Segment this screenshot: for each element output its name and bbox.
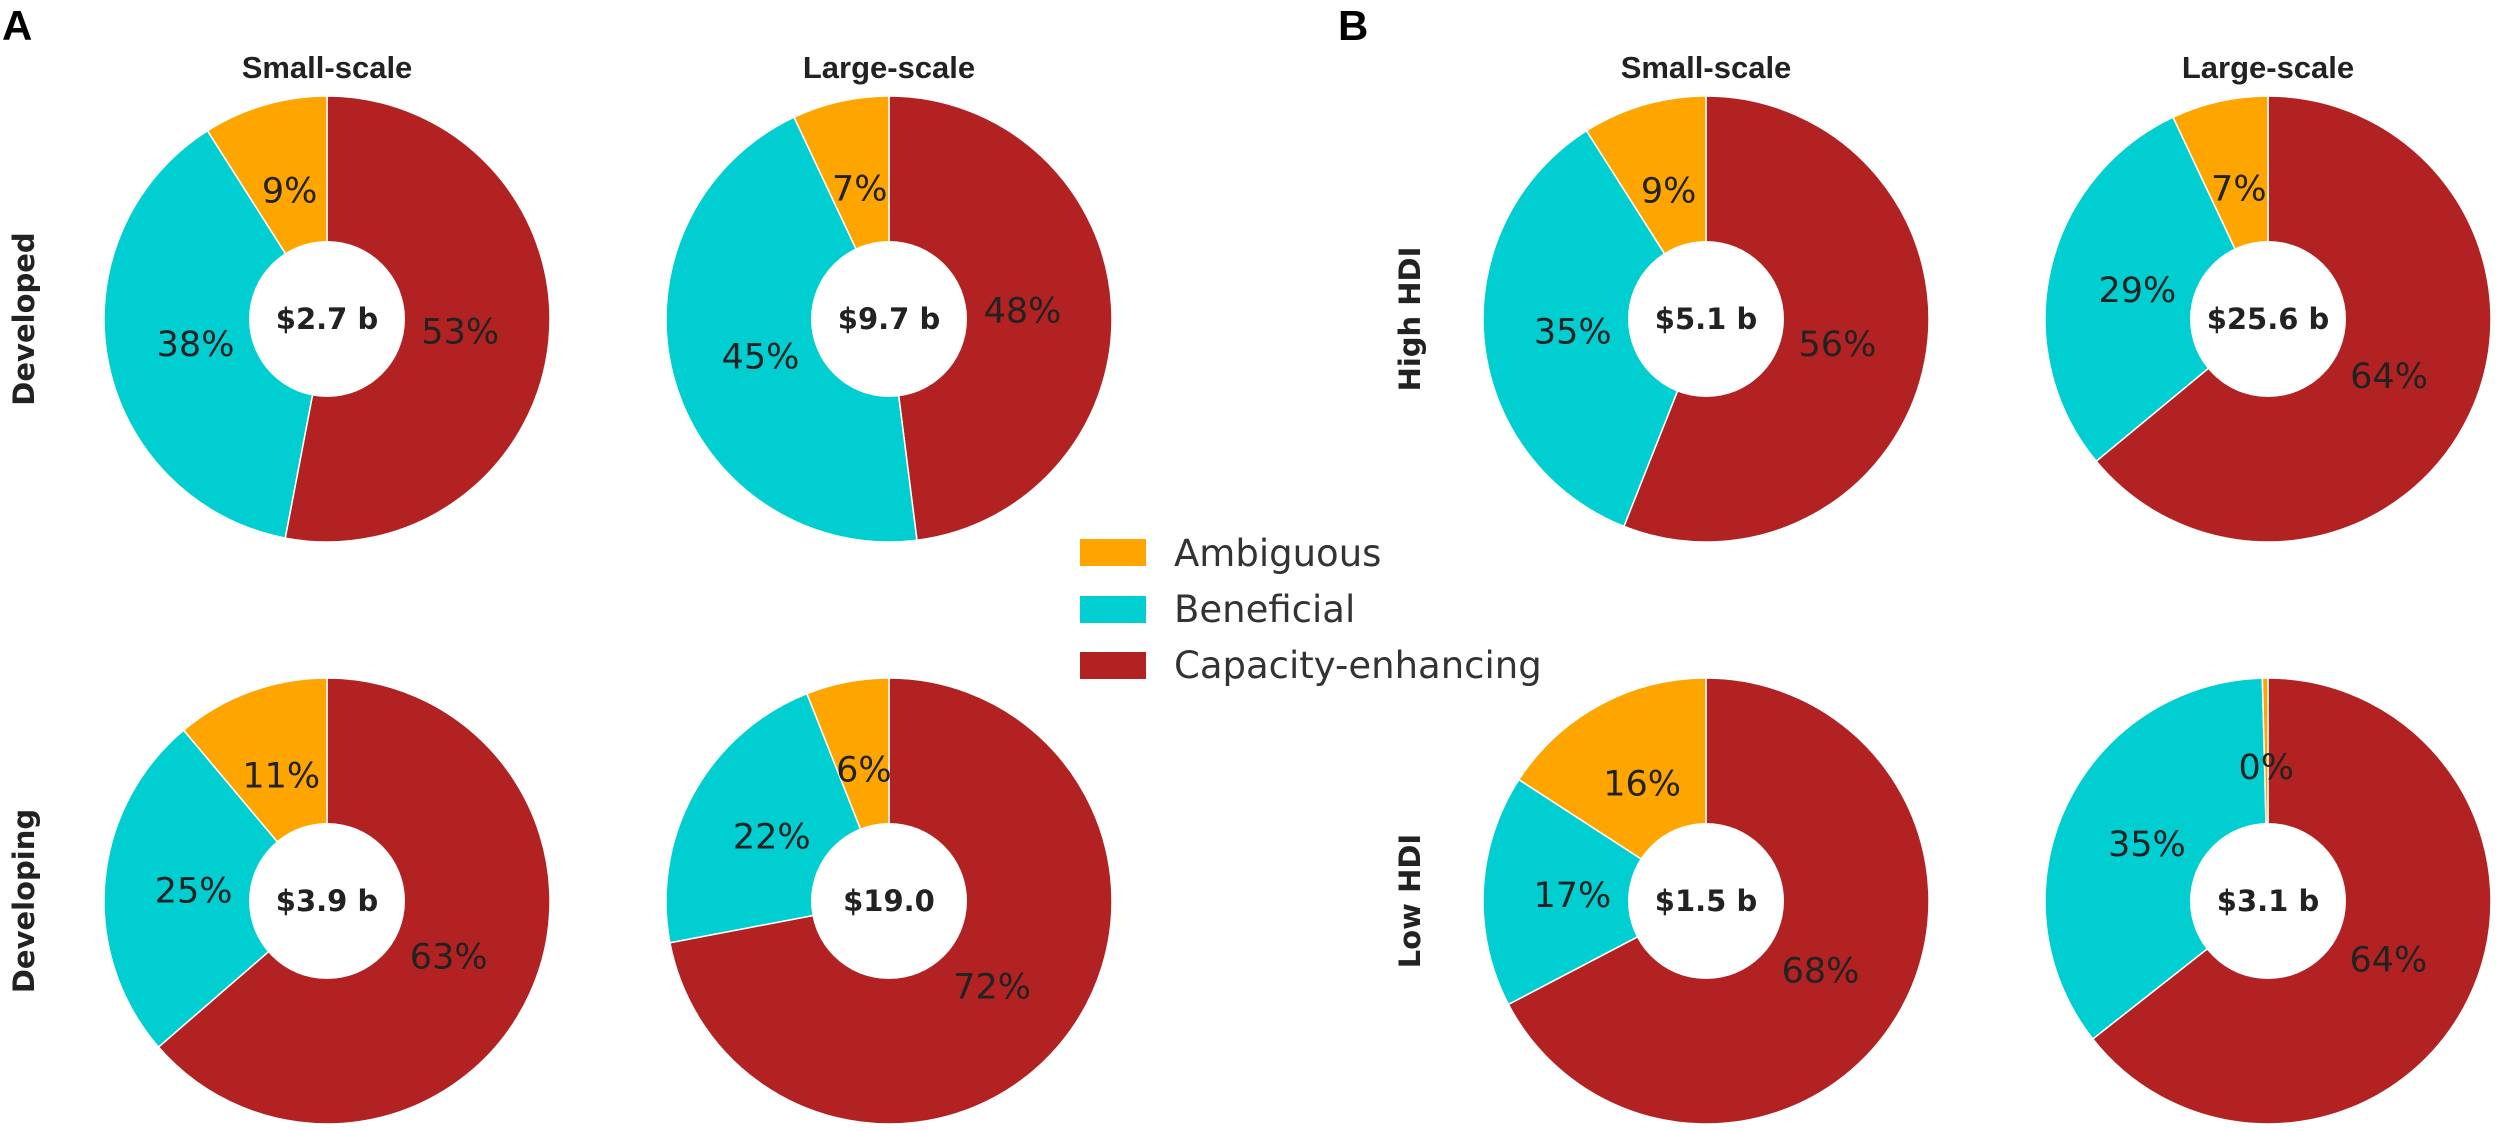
pct-label-ambiguous: 7%: [832, 169, 888, 209]
donut-hole: [811, 823, 967, 979]
column-title: Large-scale: [803, 50, 975, 85]
pct-label-ambiguous: 16%: [1603, 764, 1681, 804]
pie-developing-small-scale: 63% 25% 11% $3.9 b: [103, 677, 551, 1125]
pct-label-beneficial: 29%: [2099, 271, 2177, 311]
panel-letter-b: B: [1338, 2, 1368, 49]
column-title: Large-scale: [2182, 50, 2354, 85]
panel-letter-a: A: [2, 2, 32, 49]
total-label: $3.9 b: [276, 884, 378, 918]
legend-label: Beneficial: [1174, 588, 1355, 631]
donut-hole: [1628, 241, 1784, 397]
donut-hole: [1628, 823, 1784, 979]
row-label: Developed: [7, 232, 41, 405]
pie-low-hdi-large-scale: 64% 35% 0% $3.1 b: [2044, 677, 2492, 1125]
legend: Ambiguous Beneficial Capacity-enhancing: [1080, 532, 1542, 687]
legend-swatch-capacity-enhancing: [1080, 652, 1146, 679]
pct-label-capacity-enhancing: 64%: [2349, 940, 2427, 980]
total-label: $25.6 b: [2207, 302, 2330, 336]
row-label: Developing: [7, 809, 41, 993]
donut-hole: [811, 241, 967, 397]
pct-label-capacity-enhancing: 64%: [2350, 357, 2428, 397]
pct-label-capacity-enhancing: 56%: [1799, 325, 1877, 365]
pct-label-beneficial: 38%: [157, 325, 235, 365]
donut-hole: [249, 823, 405, 979]
pct-label-capacity-enhancing: 63%: [410, 938, 488, 978]
pie-high-hdi-large-scale: 64% 29% 7% $25.6 b: [2044, 95, 2492, 543]
slice-beneficial: [2044, 116, 2269, 463]
donut-hole: [2190, 823, 2346, 979]
pct-label-ambiguous: 9%: [262, 172, 318, 212]
slice-capacity-enhancing: [888, 95, 1113, 542]
slice-beneficial: [2044, 677, 2269, 1040]
pct-label-ambiguous: 0%: [2239, 748, 2295, 788]
row-label: Low HDI: [1393, 834, 1427, 968]
pie-developing-large-scale: 72% 22% 6% $19.0: [665, 677, 1113, 1125]
pct-label-capacity-enhancing: 72%: [953, 967, 1031, 1007]
pct-label-beneficial: 25%: [155, 871, 233, 911]
pie-developed-large-scale: 48% 45% 7% $9.7 b: [665, 95, 1113, 543]
pct-label-ambiguous: 9%: [1641, 172, 1697, 212]
legend-label: Ambiguous: [1174, 532, 1381, 575]
pct-label-beneficial: 45%: [722, 337, 800, 377]
pct-label-capacity-enhancing: 48%: [984, 292, 1062, 332]
total-label: $2.7 b: [276, 302, 378, 336]
slice-beneficial: [665, 116, 918, 543]
pie-developed-small-scale: 53% 38% 9% $2.7 b: [103, 95, 551, 543]
pie-high-hdi-small-scale: 56% 35% 9% $5.1 b: [1482, 95, 1930, 543]
slice-beneficial: [1482, 129, 1707, 528]
pct-label-beneficial: 35%: [2108, 825, 2186, 865]
pct-label-beneficial: 17%: [1533, 876, 1611, 916]
slice-beneficial: [103, 729, 329, 1049]
total-label: $3.1 b: [2217, 884, 2319, 918]
pct-label-capacity-enhancing: 68%: [1782, 951, 1860, 991]
total-label: $1.5 b: [1655, 884, 1757, 918]
pie-low-hdi-small-scale: 68% 17% 16% $1.5 b: [1482, 677, 1930, 1125]
total-label: $19.0: [843, 884, 935, 918]
legend-label: Capacity-enhancing: [1174, 644, 1542, 687]
column-title: Small-scale: [242, 50, 413, 85]
pct-label-capacity-enhancing: 53%: [421, 313, 499, 353]
pct-label-beneficial: 22%: [733, 818, 811, 858]
donut-hole: [2190, 241, 2346, 397]
pct-label-ambiguous: 6%: [836, 751, 892, 791]
pct-label-beneficial: 35%: [1534, 313, 1612, 353]
pct-label-ambiguous: 7%: [2211, 169, 2267, 209]
legend-swatch-beneficial: [1080, 596, 1146, 623]
row-label: High HDI: [1393, 247, 1427, 392]
total-label: $5.1 b: [1655, 302, 1757, 336]
total-label: $9.7 b: [838, 302, 940, 336]
donut-hole: [249, 241, 405, 397]
column-title: Small-scale: [1621, 50, 1792, 85]
slice-beneficial: [1482, 778, 1708, 1006]
pct-label-ambiguous: 11%: [242, 756, 320, 796]
slice-capacity-enhancing: [284, 95, 551, 543]
legend-swatch-ambiguous: [1080, 539, 1146, 566]
